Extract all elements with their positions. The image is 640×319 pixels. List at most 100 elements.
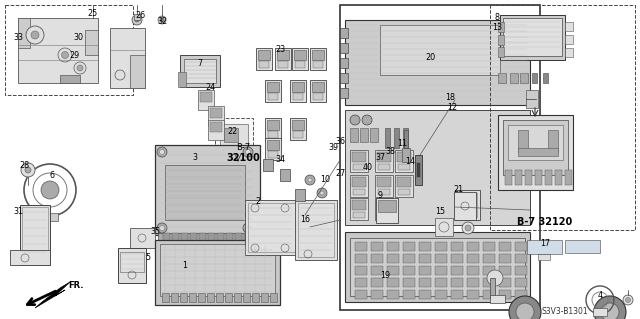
- Bar: [555, 170, 562, 185]
- Bar: [353, 212, 365, 218]
- Polygon shape: [345, 292, 540, 302]
- Circle shape: [159, 150, 164, 154]
- Bar: [535, 170, 542, 185]
- Circle shape: [157, 147, 167, 157]
- Bar: [508, 125, 563, 160]
- Bar: [208, 106, 224, 126]
- Bar: [85, 30, 98, 55]
- Bar: [417, 163, 420, 177]
- Bar: [225, 293, 232, 302]
- Circle shape: [462, 222, 474, 234]
- Bar: [248, 203, 297, 252]
- Bar: [267, 120, 279, 130]
- Polygon shape: [255, 135, 265, 235]
- Bar: [378, 164, 390, 170]
- Bar: [18, 18, 30, 48]
- Circle shape: [157, 223, 167, 233]
- Bar: [130, 228, 155, 248]
- Text: 9: 9: [378, 190, 383, 199]
- Bar: [310, 48, 326, 70]
- Bar: [42, 213, 58, 221]
- Bar: [451, 254, 463, 263]
- Bar: [545, 170, 552, 185]
- Text: 40: 40: [363, 164, 373, 173]
- Circle shape: [350, 115, 360, 125]
- Bar: [207, 293, 214, 302]
- Circle shape: [509, 296, 541, 319]
- Bar: [467, 278, 479, 287]
- Text: 39: 39: [328, 144, 338, 152]
- Text: 32: 32: [157, 18, 167, 26]
- Bar: [483, 278, 495, 287]
- Bar: [352, 200, 366, 210]
- Bar: [268, 151, 278, 158]
- Bar: [355, 254, 367, 263]
- Bar: [292, 48, 308, 70]
- Bar: [355, 266, 367, 275]
- Bar: [280, 169, 290, 181]
- Text: 38: 38: [385, 147, 395, 157]
- Text: 37: 37: [375, 153, 385, 162]
- Bar: [377, 200, 391, 210]
- Bar: [490, 278, 495, 298]
- Bar: [310, 80, 326, 102]
- Bar: [208, 120, 224, 140]
- Bar: [258, 50, 270, 60]
- Bar: [261, 293, 268, 302]
- Bar: [217, 233, 224, 241]
- Text: 14: 14: [405, 158, 415, 167]
- Circle shape: [77, 65, 83, 71]
- Bar: [350, 198, 368, 220]
- Bar: [340, 43, 348, 53]
- Circle shape: [540, 244, 548, 252]
- Bar: [22, 207, 48, 263]
- Bar: [244, 233, 251, 241]
- Bar: [387, 254, 399, 263]
- Bar: [371, 290, 383, 299]
- Bar: [467, 266, 479, 275]
- Bar: [210, 122, 222, 132]
- Circle shape: [465, 225, 471, 231]
- Text: 3: 3: [193, 153, 198, 162]
- Bar: [210, 108, 222, 118]
- Bar: [435, 242, 447, 251]
- Bar: [295, 200, 337, 260]
- Bar: [565, 22, 573, 31]
- Circle shape: [41, 181, 59, 199]
- Bar: [60, 75, 80, 83]
- Bar: [467, 254, 479, 263]
- Bar: [378, 189, 390, 195]
- Bar: [500, 15, 565, 60]
- Circle shape: [25, 167, 31, 173]
- Bar: [5, 5, 133, 95]
- Text: 17: 17: [540, 239, 550, 248]
- Bar: [435, 290, 447, 299]
- Bar: [565, 240, 600, 253]
- Bar: [345, 110, 530, 225]
- Bar: [565, 170, 572, 185]
- Bar: [340, 58, 348, 68]
- Bar: [498, 47, 504, 57]
- Bar: [313, 61, 323, 68]
- Bar: [527, 240, 562, 254]
- Text: B-7: B-7: [236, 144, 250, 152]
- Bar: [313, 93, 323, 100]
- Text: 16: 16: [300, 214, 310, 224]
- Bar: [130, 55, 145, 88]
- Bar: [565, 48, 573, 57]
- Circle shape: [243, 147, 253, 157]
- Circle shape: [516, 303, 534, 319]
- Circle shape: [308, 178, 312, 182]
- Bar: [543, 73, 548, 83]
- Bar: [403, 128, 408, 148]
- Text: 27: 27: [335, 168, 345, 177]
- Bar: [353, 164, 365, 170]
- Bar: [483, 290, 495, 299]
- Text: 21: 21: [453, 186, 463, 195]
- Bar: [110, 28, 145, 88]
- Bar: [184, 59, 216, 83]
- Circle shape: [158, 16, 166, 24]
- Bar: [498, 35, 504, 45]
- Bar: [292, 82, 304, 92]
- Bar: [216, 293, 223, 302]
